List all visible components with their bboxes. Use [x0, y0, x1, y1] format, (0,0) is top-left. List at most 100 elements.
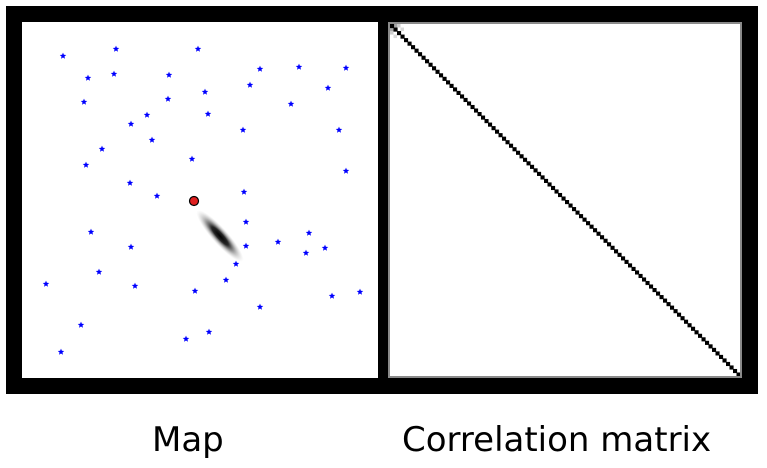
matrix-diagonal-cell — [561, 196, 566, 201]
matrix-diagonal-cell — [719, 354, 724, 359]
map-point-star-icon — [204, 110, 212, 117]
matrix-diagonal-cell — [726, 361, 731, 367]
matrix-diagonal-cell — [680, 316, 685, 321]
matrix-diagonal-cell — [558, 192, 563, 198]
matrix-diagonal-cell — [425, 59, 430, 64]
matrix-diagonal-cell — [572, 207, 577, 212]
matrix-offdiagonal-cell — [390, 31, 394, 35]
map-point-star-icon — [165, 71, 173, 78]
matrix-diagonal-cell — [701, 337, 706, 342]
matrix-diagonal-cell — [456, 90, 461, 95]
matrix-diagonal-cell — [512, 147, 517, 152]
matrix-diagonal-cell — [554, 189, 559, 194]
selected-point-icon[interactable] — [188, 195, 200, 207]
map-point-star-icon — [98, 145, 106, 152]
matrix-diagonal-cell — [586, 221, 591, 226]
matrix-diagonal-cell — [603, 238, 608, 243]
correlation-matrix-canvas[interactable] — [390, 24, 740, 376]
matrix-diagonal-cell — [516, 150, 521, 155]
map-point-star-icon — [84, 74, 92, 81]
matrix-diagonal-cell — [610, 245, 615, 250]
map-point-star-icon — [242, 218, 250, 225]
matrix-diagonal-cell — [708, 344, 713, 349]
matrix-diagonal-cell — [547, 182, 552, 187]
matrix-diagonal-cell — [477, 112, 482, 117]
matrix-diagonal-cell — [474, 108, 479, 113]
map-point-star-icon — [274, 238, 282, 245]
selected-point[interactable] — [188, 195, 200, 207]
matrix-diagonal-cell — [519, 154, 524, 159]
matrix-diagonal-cell — [421, 55, 426, 60]
matrix-diagonal-cell — [736, 372, 740, 376]
map-panel[interactable] — [22, 22, 378, 378]
matrix-diagonal-cell — [656, 291, 661, 296]
map-point-star-icon — [287, 100, 295, 107]
matrix-diagonal-cell — [439, 73, 444, 78]
matrix-diagonal-cell — [407, 41, 412, 46]
matrix-diagonal-cell — [666, 302, 671, 307]
matrix-diagonal-cell — [642, 277, 647, 282]
map-point-star-icon — [148, 136, 156, 143]
map-caption: Map — [152, 420, 224, 460]
map-point-star-icon — [232, 260, 240, 267]
matrix-diagonal-cell — [698, 333, 703, 338]
map-point-star-icon — [335, 126, 343, 133]
matrix-diagonal-cell — [432, 66, 437, 71]
matrix-diagonal-cell — [526, 161, 531, 166]
matrix-diagonal-cell — [537, 171, 542, 176]
map-canvas[interactable] — [22, 22, 378, 378]
matrix-diagonal-cell — [435, 69, 440, 74]
matrix-offdiagonal-cell — [400, 27, 404, 32]
matrix-diagonal-cell — [645, 280, 650, 286]
map-point-star-icon — [77, 321, 85, 328]
matrix-diagonal-cell — [404, 38, 409, 43]
matrix-diagonal-cell — [715, 351, 720, 356]
map-point-star-icon — [127, 120, 135, 127]
map-point-star-icon — [302, 249, 310, 256]
matrix-diagonal-cell — [694, 330, 699, 335]
map-point-star-icon — [240, 188, 248, 195]
matrix-diagonal-cell — [631, 266, 636, 271]
matrix-offdiagonal-cell — [397, 24, 401, 28]
matrix-diagonal-cell — [593, 228, 598, 233]
map-point-star-icon — [256, 303, 264, 310]
matrix-diagonal-cell — [460, 94, 465, 99]
matrix-diagonal-cell — [530, 164, 535, 169]
map-point-star-icon — [131, 282, 139, 289]
matrix-diagonal-cell — [551, 185, 556, 191]
matrix-diagonal-cell — [544, 178, 549, 183]
map-point-star-icon — [126, 179, 134, 186]
matrix-diagonal-cell — [677, 312, 682, 317]
matrix-diagonal-cell — [484, 119, 489, 124]
matrix-diagonal-cell — [505, 140, 510, 145]
map-point-star-icon — [42, 280, 50, 287]
matrix-offdiagonal-cell — [393, 34, 397, 39]
matrix-diagonal-cell — [533, 168, 538, 173]
matrix-diagonal-cell — [442, 76, 447, 81]
correlation-blob — [196, 210, 244, 262]
matrix-diagonal-cell — [495, 129, 500, 134]
matrix-diagonal-cell — [568, 203, 573, 208]
matrix-diagonal-cell — [498, 133, 503, 138]
matrix-diagonal-cell — [624, 259, 629, 264]
map-point-star-icon — [59, 52, 67, 59]
matrix-diagonal-cell — [684, 319, 689, 324]
matrix-diagonal-cell — [449, 83, 454, 88]
map-point-star-icon — [164, 95, 172, 102]
matrix-diagonal-cell — [393, 27, 398, 32]
matrix-diagonal-cell — [659, 295, 664, 300]
matrix-diagonal-cell — [722, 358, 727, 363]
matrix-diagonal-cell — [467, 101, 472, 106]
map-point-star-icon — [95, 268, 103, 275]
matrix-diagonal-cell — [414, 48, 419, 53]
map-point-star-icon — [153, 192, 161, 199]
map-point-star-icon — [324, 84, 332, 91]
matrix-diagonal-cell — [691, 326, 696, 331]
map-point-star-icon — [201, 88, 209, 95]
map-point-star-icon — [82, 161, 90, 168]
matrix-diagonal-cell — [596, 231, 601, 236]
map-point-star-icon — [194, 45, 202, 52]
correlation-matrix-panel[interactable] — [388, 22, 742, 378]
matrix-diagonal-cell — [481, 115, 486, 120]
matrix-diagonal-cell — [705, 340, 710, 345]
